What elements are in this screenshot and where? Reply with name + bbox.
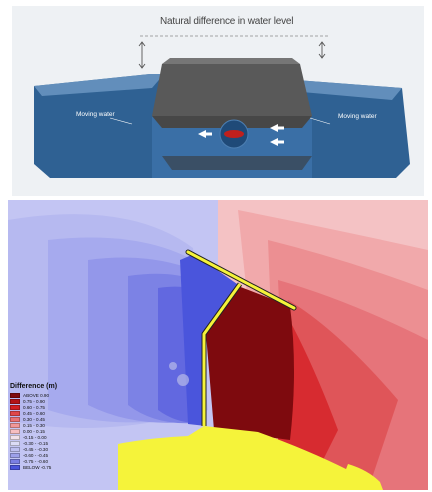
turbine-icon (224, 130, 244, 138)
legend-swatch (10, 447, 20, 452)
legend-swatch (10, 417, 20, 422)
legend-label: 0.30 - 0.45 (23, 417, 45, 422)
legend-label: 0.60 - 0.75 (23, 405, 45, 410)
legend-label: -0.60 - -0.45 (23, 453, 48, 458)
legend-swatch (10, 441, 20, 446)
dam-floor (162, 156, 312, 170)
legend-entry: BELOW -0.75 (10, 464, 70, 470)
legend-title: Difference (m) (10, 383, 70, 390)
dam-illustration: Natural difference in water level (12, 6, 424, 196)
legend-swatch (10, 435, 20, 440)
legend-swatch (10, 429, 20, 434)
water-level-caption: Natural difference in water level (160, 16, 293, 27)
legend-swatch (10, 399, 20, 404)
legend-swatch (10, 411, 20, 416)
legend-label: -0.75 - -0.60 (23, 459, 48, 464)
legend-swatch (10, 423, 20, 428)
legend-swatch (10, 459, 20, 464)
legend-label: -0.15 - 0.00 (23, 435, 47, 440)
difference-map: Difference (m) ABOVE 0.90 0.75 - 0.90 0.60… (8, 200, 428, 490)
legend-label: 0.75 - 0.90 (23, 399, 45, 404)
legend-label: 0.00 - 0.15 (23, 429, 45, 434)
difference-map-svg (8, 200, 428, 490)
legend-swatch (10, 465, 20, 470)
legend-swatch (10, 393, 20, 398)
legend-swatch (10, 453, 20, 458)
legend-swatch (10, 405, 20, 410)
legend-label: ABOVE 0.90 (23, 393, 49, 398)
dam-body (152, 64, 312, 116)
legend-label: 0.15 - 0.30 (23, 423, 45, 428)
legend-label: 0.45 - 0.60 (23, 411, 45, 416)
level-arrow-right-icon (319, 42, 325, 58)
legend-label: BELOW -0.75 (23, 465, 51, 470)
legend-label: -0.45 - -0.30 (23, 447, 48, 452)
legend-rows: ABOVE 0.90 0.75 - 0.90 0.60 - 0.75 0.45 - 0… (10, 392, 70, 470)
dam-illustration-svg: Moving water Moving water (12, 6, 424, 196)
right-moving-water-label: Moving water (338, 113, 377, 120)
map-legend: Difference (m) ABOVE 0.90 0.75 - 0.90 0.60… (10, 383, 70, 470)
left-moving-water-label: Moving water (76, 111, 115, 118)
dam-top (162, 58, 300, 64)
level-arrow-left-icon (139, 42, 145, 68)
legend-label: -0.30 - -0.15 (23, 441, 48, 446)
